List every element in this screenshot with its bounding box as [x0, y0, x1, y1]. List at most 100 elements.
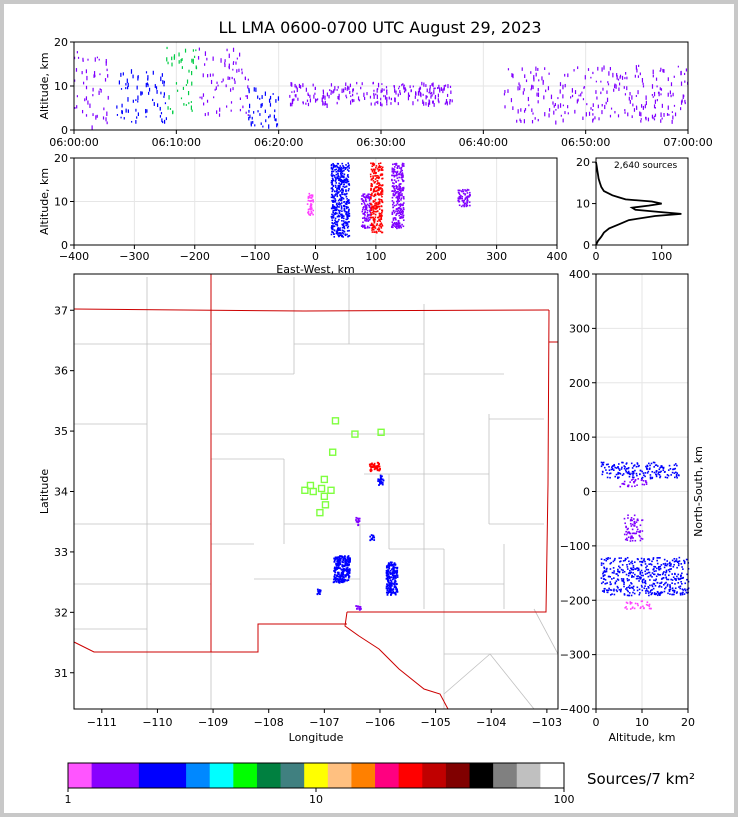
source-point	[333, 213, 336, 215]
source-point	[590, 76, 592, 79]
source-point	[410, 89, 412, 93]
source-point	[434, 96, 436, 100]
source-point	[364, 227, 367, 229]
source-point	[369, 175, 372, 178]
source-point	[534, 117, 536, 120]
source-point	[370, 185, 372, 187]
source-point	[380, 478, 383, 481]
source-point	[370, 102, 372, 106]
source-point	[335, 580, 338, 583]
source-point	[469, 194, 471, 197]
source-point	[94, 57, 96, 62]
source-point	[625, 601, 628, 604]
source-point	[679, 592, 682, 595]
source-point	[519, 84, 521, 88]
source-point	[377, 193, 379, 195]
source-point	[623, 517, 626, 520]
source-point	[622, 569, 624, 572]
source-point	[667, 469, 670, 471]
source-point	[336, 188, 338, 190]
source-point	[368, 204, 371, 207]
source-point	[629, 602, 632, 604]
source-point	[373, 218, 375, 220]
source-point	[617, 472, 620, 474]
source-point	[637, 465, 640, 468]
source-point	[344, 557, 347, 560]
source-point	[291, 91, 293, 93]
source-point	[449, 99, 451, 102]
source-point	[336, 230, 338, 232]
source-point	[347, 210, 350, 213]
source-point	[398, 227, 401, 229]
source-point	[272, 93, 274, 95]
source-point	[344, 178, 347, 181]
source-point	[122, 72, 124, 76]
source-point	[642, 578, 645, 581]
x-tick-label: −106	[365, 716, 395, 729]
source-point	[334, 190, 336, 193]
source-point	[630, 571, 633, 574]
source-point	[659, 476, 661, 479]
x-tick-label: 06:30:00	[356, 136, 405, 149]
source-point	[147, 83, 149, 87]
source-point	[125, 83, 127, 86]
source-point	[214, 88, 216, 91]
source-point	[653, 104, 656, 109]
source-point	[164, 102, 167, 105]
source-point	[204, 113, 206, 117]
source-point	[367, 197, 369, 199]
source-point	[636, 586, 639, 589]
source-point	[645, 566, 647, 569]
source-point	[372, 536, 374, 539]
source-point	[400, 210, 403, 213]
source-point	[242, 105, 244, 109]
source-point	[335, 168, 338, 171]
source-point	[337, 234, 340, 237]
source-point	[652, 461, 655, 464]
source-point	[614, 110, 616, 114]
source-point	[186, 79, 189, 84]
source-point	[331, 172, 333, 175]
source-point	[466, 202, 468, 204]
source-point	[626, 563, 628, 566]
source-point	[337, 566, 340, 569]
source-point	[532, 85, 534, 90]
source-point	[464, 197, 467, 200]
source-point	[333, 164, 335, 166]
source-point	[335, 164, 338, 167]
source-point	[633, 607, 636, 610]
source-point	[656, 581, 659, 584]
source-point	[647, 575, 650, 578]
source-point	[397, 198, 400, 201]
source-point	[630, 462, 633, 465]
source-point	[592, 113, 594, 116]
source-point	[348, 559, 351, 562]
y-tick-label: 32	[54, 606, 68, 619]
source-point	[623, 585, 625, 588]
source-point	[342, 179, 345, 182]
source-point	[634, 485, 636, 488]
source-point	[378, 212, 381, 215]
source-point	[379, 481, 382, 484]
source-point	[439, 87, 441, 92]
source-point	[648, 563, 650, 566]
source-point	[344, 166, 347, 169]
source-point	[120, 88, 123, 90]
source-point	[654, 107, 656, 109]
source-point	[347, 206, 349, 209]
source-point	[381, 174, 384, 176]
source-point	[363, 213, 365, 215]
source-point	[604, 582, 607, 585]
source-point	[618, 463, 620, 465]
source-point	[358, 99, 361, 102]
source-point	[530, 88, 532, 91]
source-point	[685, 591, 688, 594]
source-point	[604, 104, 606, 110]
source-point	[348, 200, 350, 202]
source-point	[360, 86, 362, 90]
source-point	[347, 162, 350, 165]
source-point	[616, 73, 618, 77]
source-point	[337, 199, 340, 202]
source-point	[617, 574, 619, 577]
source-point	[641, 600, 644, 602]
